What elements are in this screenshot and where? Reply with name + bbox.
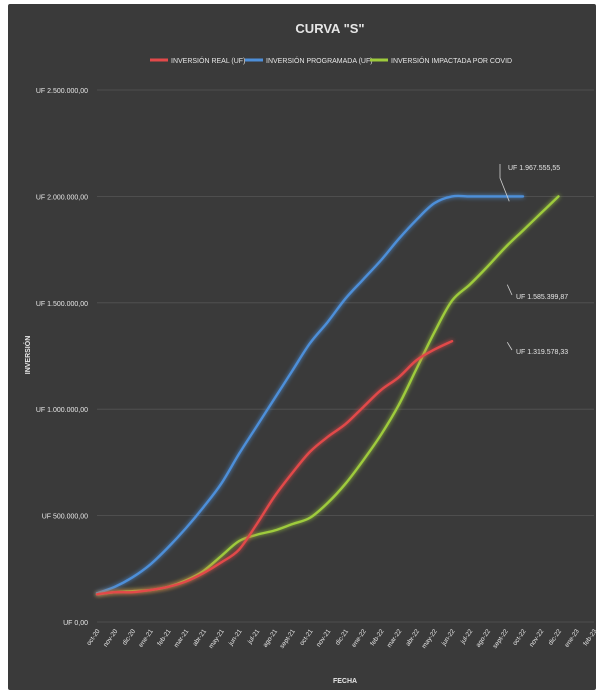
annotation-label-programada: UF 1.967.555,55 xyxy=(508,165,560,172)
y-tick-label: UF 2.500.000,00 xyxy=(36,88,88,95)
data-point-covid xyxy=(539,212,542,215)
grid-layer xyxy=(97,89,594,623)
data-point-programada xyxy=(468,195,471,198)
data-point-real xyxy=(273,495,276,498)
data-point-real xyxy=(238,548,240,551)
data-point-covid xyxy=(397,404,400,406)
data-point-covid xyxy=(433,331,436,334)
y-tick-label: UF 1.500.000,00 xyxy=(36,301,88,308)
data-point-covid xyxy=(468,283,471,286)
data-point-real xyxy=(451,340,453,343)
data-point-real xyxy=(309,450,311,453)
data-point-real xyxy=(344,423,347,425)
data-point-real xyxy=(184,580,187,583)
data-point-real xyxy=(397,376,400,379)
data-point-covid xyxy=(309,516,311,519)
data-point-covid xyxy=(238,540,240,543)
data-point-programada xyxy=(273,397,276,400)
annotation-leader-programada xyxy=(499,164,510,202)
data-point-real xyxy=(415,359,418,362)
data-point-covid xyxy=(344,482,347,485)
annotation-label-real: UF 1.319.578,33 xyxy=(516,349,568,356)
data-point-real xyxy=(291,472,294,474)
annotation-leader-covid xyxy=(506,284,513,296)
chart-title: CURVA "S" xyxy=(295,21,364,36)
data-point-real xyxy=(149,589,152,591)
data-point-covid xyxy=(451,299,453,302)
data-point-programada xyxy=(486,195,489,198)
data-point-programada xyxy=(433,202,436,205)
y-tick-label: UF 2.000.000,00 xyxy=(36,194,88,201)
annotation-label-covid: UF 1.585.399,87 xyxy=(516,294,568,301)
data-point-programada xyxy=(167,546,169,549)
data-point-covid xyxy=(273,529,276,532)
chart-background xyxy=(8,4,596,690)
data-point-real xyxy=(131,591,134,594)
data-point-real xyxy=(202,572,205,574)
data-point-programada xyxy=(202,506,205,508)
data-point-covid xyxy=(380,433,382,436)
data-point-programada xyxy=(131,576,134,579)
legend-label-programada: INVERSIÓN PROGRAMADA (UF) xyxy=(266,56,373,65)
data-point-programada xyxy=(149,563,152,566)
data-point-covid xyxy=(486,265,489,268)
data-point-real xyxy=(220,561,223,564)
data-point-covid xyxy=(326,501,329,504)
data-point-programada xyxy=(291,369,294,372)
y-tick-label: UF 0,00 xyxy=(63,620,88,627)
data-point-programada xyxy=(184,527,187,530)
data-point-programada xyxy=(362,278,365,281)
data-point-programada xyxy=(344,297,347,300)
data-point-programada xyxy=(220,482,223,485)
data-point-real xyxy=(362,406,365,408)
y-tick-label: UF 500.000,00 xyxy=(42,514,88,521)
data-point-covid xyxy=(415,367,418,370)
data-point-real xyxy=(380,389,382,391)
data-point-programada xyxy=(238,452,240,455)
data-point-real xyxy=(96,593,98,596)
data-point-covid xyxy=(202,570,205,572)
y-axis-label: INVERSIÓN xyxy=(23,336,32,375)
legend-label-real: INVERSIÓN REAL (UF) xyxy=(171,56,245,65)
x-axis-label: FECHA xyxy=(333,678,357,685)
data-point-covid xyxy=(522,229,524,232)
data-point-programada xyxy=(309,342,311,345)
data-point-covid xyxy=(362,459,365,462)
data-point-covid xyxy=(255,533,258,536)
data-point-programada xyxy=(522,195,524,198)
legend-label-covid: INVERSIÓN IMPACTADA POR COVID xyxy=(391,56,512,65)
data-point-real xyxy=(433,348,436,351)
data-point-covid xyxy=(557,195,560,198)
data-point-real xyxy=(326,435,329,438)
data-point-real xyxy=(167,585,169,588)
annotation-leader-real xyxy=(506,341,513,351)
data-point-programada xyxy=(451,195,453,198)
data-point-covid xyxy=(220,555,223,557)
data-point-programada xyxy=(113,585,116,588)
data-point-programada xyxy=(380,259,382,262)
data-point-covid xyxy=(504,246,507,249)
data-point-real xyxy=(113,591,116,594)
legend: INVERSIÓN REAL (UF) INVERSIÓN PROGRAMADA… xyxy=(150,56,512,65)
series-layer xyxy=(95,194,560,596)
data-point-real xyxy=(255,523,258,526)
data-point-covid xyxy=(291,523,294,526)
data-point-programada xyxy=(504,195,507,198)
data-point-programada xyxy=(415,218,418,221)
y-tick-label: UF 1.000.000,00 xyxy=(36,407,88,414)
data-point-programada xyxy=(397,238,400,240)
data-point-programada xyxy=(326,321,329,323)
data-point-programada xyxy=(255,425,258,428)
